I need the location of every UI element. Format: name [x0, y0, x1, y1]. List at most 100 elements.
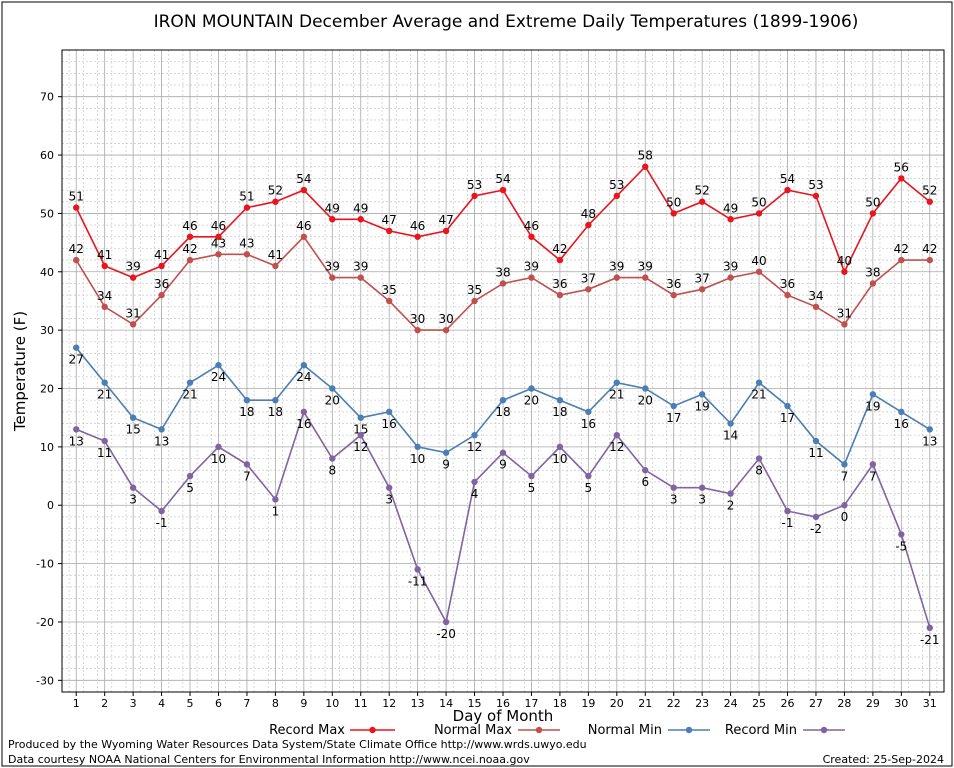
data-label: 36: [552, 277, 567, 291]
data-point: [414, 566, 421, 573]
data-point: [727, 490, 734, 497]
x-tick-label: 28: [837, 697, 851, 710]
data-point: [869, 391, 877, 398]
data-point: [73, 426, 80, 433]
data-label: 19: [695, 399, 710, 413]
data-point: [385, 484, 393, 491]
data-point: [585, 408, 592, 416]
x-tick-label: 24: [724, 697, 738, 710]
data-label: 40: [751, 254, 766, 268]
data-point: [129, 321, 137, 328]
data-point: [670, 210, 677, 217]
data-label: 7: [243, 469, 251, 483]
data-point: [300, 408, 308, 416]
data-point: [585, 221, 592, 229]
data-point: [670, 484, 677, 491]
data-label: 39: [125, 260, 140, 274]
x-tick-label: 29: [866, 697, 880, 710]
legend-label: Record Min: [725, 723, 797, 738]
data-label: 40: [837, 254, 852, 268]
data-point: [300, 186, 308, 194]
data-point: [215, 251, 222, 258]
data-label: 54: [495, 172, 510, 186]
data-point: [385, 408, 393, 416]
data-point: [642, 385, 649, 392]
y-tick-label: -10: [36, 558, 54, 571]
data-label: 51: [69, 190, 84, 204]
data-point: [755, 268, 763, 275]
data-label: 50: [865, 195, 880, 209]
data-point: [272, 262, 279, 270]
y-tick-label: 30: [40, 324, 54, 337]
data-label: 52: [922, 184, 937, 198]
footer-created: Created: 25-Sep-2024: [822, 753, 944, 766]
data-point: [613, 274, 621, 281]
data-label: 9: [499, 458, 507, 472]
data-point: [841, 502, 848, 509]
data-label: 11: [97, 446, 112, 460]
data-point: [329, 385, 336, 392]
data-label: 39: [524, 260, 539, 274]
data-point: [841, 461, 848, 468]
data-point: [243, 461, 251, 468]
x-tick-label: 17: [524, 697, 538, 710]
data-label: 2: [727, 499, 735, 513]
data-label: 39: [353, 260, 368, 274]
data-label: 15: [125, 423, 140, 437]
data-label: 16: [581, 417, 596, 431]
x-tick-label: 9: [300, 697, 307, 710]
data-point: [129, 414, 137, 421]
data-label: 18: [239, 405, 254, 419]
data-label: 46: [211, 219, 226, 233]
data-label: 47: [382, 213, 397, 227]
data-point: [243, 396, 251, 404]
data-point: [272, 396, 279, 404]
data-label: 12: [353, 440, 368, 454]
y-tick-label: -20: [36, 616, 54, 629]
data-point: [442, 326, 450, 334]
data-label: 7: [869, 469, 877, 483]
legend-swatch-marker: [685, 726, 693, 734]
data-label: 49: [325, 201, 340, 215]
data-point: [499, 186, 507, 194]
data-point: [101, 437, 108, 445]
data-label: 46: [182, 219, 197, 233]
data-label: 8: [755, 464, 763, 478]
data-label: 39: [723, 260, 738, 274]
data-point: [414, 326, 421, 334]
data-point: [357, 432, 364, 439]
legend-swatch-marker: [820, 726, 828, 734]
data-point: [926, 426, 933, 433]
x-tick-label: 10: [325, 697, 339, 710]
x-tick-label: 16: [496, 697, 510, 710]
legend-label: Normal Max: [434, 723, 512, 738]
x-tick-label: 18: [553, 697, 567, 710]
data-label: -1: [156, 516, 168, 530]
data-label: 13: [69, 434, 84, 448]
data-point: [471, 432, 478, 439]
data-label: 18: [268, 405, 283, 419]
data-label: 41: [97, 248, 112, 262]
data-point: [727, 420, 734, 427]
x-tick-label: 7: [243, 697, 250, 710]
legend-label: Record Max: [269, 723, 345, 738]
data-label: 16: [382, 417, 397, 431]
x-tick-label: 20: [610, 697, 624, 710]
data-label: 37: [695, 271, 710, 285]
data-label: 48: [581, 207, 596, 221]
data-point: [101, 379, 108, 386]
data-point: [186, 379, 194, 386]
data-point: [243, 204, 251, 211]
data-label: 34: [97, 289, 112, 303]
data-point: [784, 402, 791, 410]
data-label: -11: [408, 574, 428, 588]
data-label: 49: [723, 201, 738, 215]
data-point: [898, 256, 905, 264]
data-point: [812, 192, 820, 200]
data-point: [755, 455, 763, 462]
data-point: [73, 204, 80, 211]
data-label: 24: [211, 370, 226, 384]
data-point: [727, 216, 734, 223]
data-point: [642, 163, 649, 170]
